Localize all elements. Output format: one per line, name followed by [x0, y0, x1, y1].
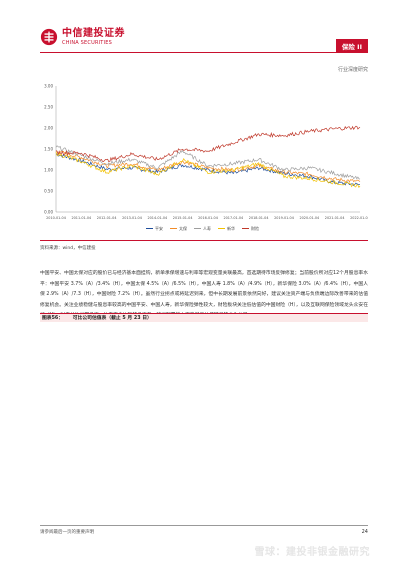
series-line-2: [55, 150, 361, 183]
logo-mark-icon: [40, 28, 58, 46]
legend-label-1: 平安: [155, 225, 163, 231]
page-header: 中信建投证券 CHINA SECURITIES 保险 II: [0, 0, 400, 60]
x-tick-label: 2019-01-04: [274, 216, 294, 220]
company-logo: 中信建投证券 CHINA SECURITIES: [40, 28, 125, 46]
y-tick-label: 0.50: [44, 189, 53, 194]
y-tick-label: 1.00: [44, 168, 53, 173]
footer-divider: [40, 525, 368, 526]
y-tick-label: 2.00: [44, 126, 53, 131]
table-caption-text: 可比公司估值表（截止 5 月 23 日）: [72, 316, 152, 321]
x-tick-label: 2021-01-04: [325, 216, 345, 220]
line-chart: 0.00 0.50 1.00 1.50 2.00 2.50 3.00 2010-01-04 20…: [44, 84, 368, 232]
logo-cn-text: 中信建投证券: [62, 27, 125, 39]
series-line-4: [55, 151, 361, 188]
x-tick-label: 2018-01-04: [249, 216, 269, 220]
y-tick-label: 0.00: [44, 210, 53, 215]
section-tag: 保险 II: [335, 39, 368, 53]
header-divider: [40, 52, 368, 53]
report-type-label: 行业深度研究: [337, 67, 368, 73]
page-number: 24: [361, 529, 368, 535]
watermark: 雪球：建投非银金融研究: [254, 547, 370, 558]
series-line-5: [55, 125, 361, 163]
table-caption-label: 图表56：: [42, 316, 64, 321]
legend-label-2: 太保: [179, 225, 187, 231]
series-line-3: [55, 145, 361, 180]
legend-label-5: 财险: [251, 225, 259, 231]
x-tick-label: 2011-01-04: [71, 216, 91, 220]
x-tick-label: 2012-01-04: [97, 216, 117, 220]
x-tick-label: 2020-01-04: [299, 216, 319, 220]
footer-disclaimer: 请参阅最后一页的重要声明: [40, 530, 94, 535]
x-tick-label: 2016-01-04: [198, 216, 218, 220]
legend-label-3: 人寿: [203, 225, 211, 231]
legend-label-4: 新华: [227, 225, 235, 231]
y-tick-label: 1.50: [44, 147, 53, 152]
chart-divider: [40, 240, 368, 241]
logo-en-text: CHINA SECURITIES: [62, 39, 112, 46]
price-chart: 0.00 0.50 1.00 1.50 2.00 2.50 3.00 2010-01-04 20…: [34, 80, 368, 238]
chart-source: 资料来源：wind，中信建投: [40, 246, 96, 251]
x-tick-label: 2015-01-04: [173, 216, 193, 220]
y-tick-label: 3.00: [44, 84, 53, 89]
x-tick-label: 2013-01-04: [122, 216, 142, 220]
table-caption: 图表56： 可比公司估值表（截止 5 月 23 日）: [40, 313, 368, 322]
x-tick-label: 2014-01-04: [147, 216, 167, 220]
x-tick-label: 2010-01-04: [46, 216, 66, 220]
y-tick-label: 2.50: [44, 105, 53, 110]
x-tick-label: 2022-01-04: [350, 216, 368, 220]
x-tick-label: 2017-01-04: [223, 216, 243, 220]
